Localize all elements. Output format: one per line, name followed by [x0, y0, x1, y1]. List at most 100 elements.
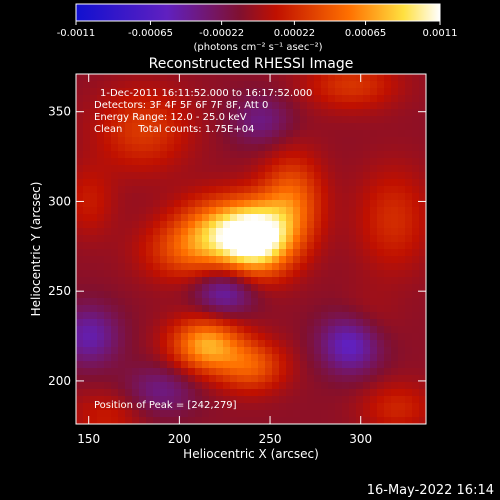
heatmap-cell: [237, 214, 245, 222]
heatmap-cell: [293, 354, 301, 362]
heatmap-cell: [251, 389, 259, 397]
heatmap-cell: [76, 228, 84, 236]
heatmap-cell: [188, 410, 196, 418]
heatmap-cell: [153, 319, 161, 327]
heatmap-cell: [328, 354, 336, 362]
heatmap-cell: [405, 319, 413, 327]
heatmap-cell: [349, 242, 357, 250]
heatmap-cell: [384, 186, 392, 194]
heatmap-cell: [167, 382, 175, 390]
heatmap-cell: [181, 333, 189, 341]
heatmap-cell: [342, 74, 350, 82]
heatmap-cell: [125, 256, 133, 264]
heatmap-cell: [384, 214, 392, 222]
heatmap-cell: [83, 312, 91, 320]
heatmap-cell: [237, 130, 245, 138]
heatmap-cell: [174, 95, 182, 103]
heatmap-cell: [202, 333, 210, 341]
heatmap-cell: [223, 389, 231, 397]
heatmap-cell: [216, 333, 224, 341]
heatmap-cell: [104, 312, 112, 320]
heatmap-cell: [412, 319, 420, 327]
heatmap-cell: [412, 158, 420, 166]
heatmap-cell: [279, 333, 287, 341]
heatmap-cell: [146, 396, 154, 404]
heatmap-cell: [300, 284, 308, 292]
heatmap-cell: [356, 200, 364, 208]
heatmap-cell: [223, 144, 231, 152]
heatmap-cell: [97, 74, 105, 82]
heatmap-cell: [321, 221, 329, 229]
heatmap-cell: [342, 284, 350, 292]
heatmap-cell: [349, 305, 357, 313]
heatmap-cell: [363, 221, 371, 229]
heatmap-cell: [349, 375, 357, 383]
heatmap-cell: [174, 368, 182, 376]
heatmap-cell: [307, 144, 315, 152]
heatmap-cell: [160, 207, 168, 215]
heatmap-cell: [209, 242, 217, 250]
heatmap-cell: [223, 158, 231, 166]
heatmap-cell: [342, 403, 350, 411]
heatmap-cell: [139, 221, 147, 229]
heatmap-cell: [104, 102, 112, 110]
heatmap-cell: [146, 263, 154, 271]
heatmap-cell: [300, 312, 308, 320]
heatmap-cell: [181, 221, 189, 229]
heatmap-cell: [300, 368, 308, 376]
heatmap-cell: [160, 396, 168, 404]
heatmap-cell: [230, 347, 238, 355]
heatmap-cell: [97, 256, 105, 264]
heatmap-cell: [279, 403, 287, 411]
heatmap-cell: [104, 396, 112, 404]
heatmap-cell: [286, 249, 294, 257]
heatmap-cell: [384, 235, 392, 243]
footer-timestamp: 16-May-2022 16:14: [367, 483, 494, 498]
heatmap-cell: [398, 326, 406, 334]
heatmap-cell: [83, 270, 91, 278]
heatmap-cell: [321, 207, 329, 215]
heatmap-cell: [314, 228, 322, 236]
heatmap-cell: [111, 305, 119, 313]
heatmap-cell: [146, 326, 154, 334]
heatmap-cell: [174, 354, 182, 362]
heatmap-cell: [139, 340, 147, 348]
heatmap-cell: [272, 109, 280, 117]
heatmap-cell: [83, 235, 91, 243]
heatmap-cell: [230, 256, 238, 264]
heatmap-cell: [216, 263, 224, 271]
heatmap-cell: [223, 95, 231, 103]
heatmap-cell: [188, 354, 196, 362]
heatmap-cell: [377, 102, 385, 110]
heatmap-cell: [405, 228, 413, 236]
heatmap-cell: [146, 298, 154, 306]
heatmap-cell: [258, 277, 266, 285]
heatmap-cell: [342, 228, 350, 236]
x-axis-ticks: 150 200 250 300: [77, 74, 372, 446]
heatmap-cell: [314, 298, 322, 306]
heatmap-cell: [307, 186, 315, 194]
heatmap-cell: [356, 396, 364, 404]
heatmap-cell: [405, 270, 413, 278]
heatmap-cell: [307, 256, 315, 264]
heatmap-cell: [104, 109, 112, 117]
heatmap-cell: [111, 410, 119, 418]
heatmap-cell: [300, 396, 308, 404]
heatmap-cell: [230, 375, 238, 383]
heatmap-cell: [181, 319, 189, 327]
heatmap-cell: [97, 193, 105, 201]
heatmap-cell: [132, 81, 140, 89]
heatmap-cell: [321, 74, 329, 82]
annotation-clean-counts: Clean Total counts: 1.75E+04: [94, 124, 254, 135]
heatmap-cell: [104, 74, 112, 82]
heatmap-cell: [391, 333, 399, 341]
heatmap-cell: [160, 235, 168, 243]
heatmap-cell: [363, 340, 371, 348]
heatmap-cell: [146, 88, 154, 96]
heatmap-cell: [412, 235, 420, 243]
heatmap-cell: [391, 291, 399, 299]
heatmap-cell: [412, 403, 420, 411]
heatmap-cell: [377, 186, 385, 194]
heatmap-cell: [307, 165, 315, 173]
heatmap-cell: [307, 298, 315, 306]
